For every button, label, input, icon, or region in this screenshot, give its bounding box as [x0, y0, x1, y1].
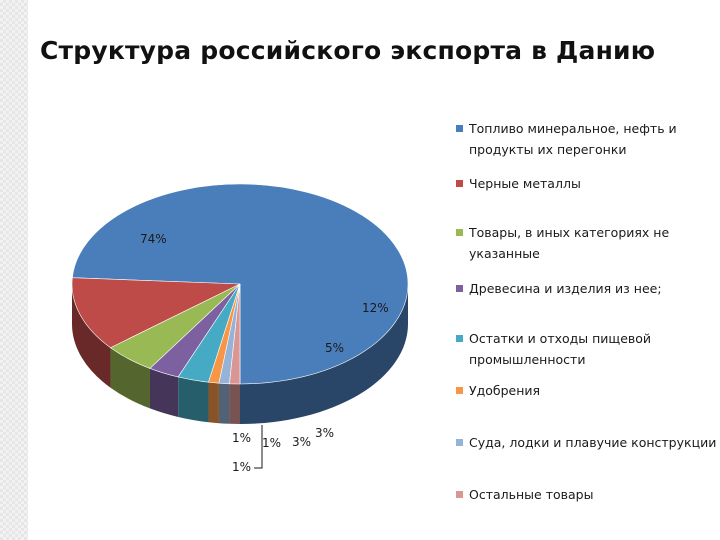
legend-item: Остальные товары: [456, 484, 718, 505]
pie-top-faces: [71, 183, 409, 385]
legend-label: Товары, в иных категориях не указанные: [469, 225, 670, 261]
pie-label-8: 1%: [232, 460, 251, 474]
legend-item: Остатки и отходы пищевой промышленности: [456, 328, 718, 370]
pie-label-7: 1%: [232, 431, 251, 445]
pie-side-7: [218, 383, 230, 424]
pie-side-5: [178, 376, 209, 423]
pie-label-4: 3%: [315, 426, 334, 440]
legend-swatch: [456, 387, 463, 394]
legend-swatch: [456, 180, 463, 187]
legend-swatch: [456, 335, 463, 342]
pie-label-6: 1%: [262, 436, 281, 450]
pie-label-5: 3%: [292, 435, 311, 449]
decorative-stripe: [0, 0, 28, 540]
pie-side-2: [72, 284, 111, 388]
pie-slice-2: [71, 277, 241, 349]
legend-item: Товары, в иных категориях не указанные: [456, 222, 718, 264]
legend-label: Удобрения: [469, 383, 541, 398]
legend-item: Удобрения: [456, 380, 718, 401]
pie-leader-lines: [254, 425, 263, 469]
pie-slice-8: [229, 283, 241, 385]
legend-swatch: [456, 229, 463, 236]
legend-label: Суда, лодки и плавучие конструкции: [469, 435, 717, 450]
legend-item: Топливо минеральное, нефть и продукты их…: [456, 118, 718, 160]
legend-label: Остальные товары: [469, 487, 594, 502]
legend-swatch: [456, 439, 463, 446]
pie-side-6: [208, 382, 219, 424]
legend-swatch: [456, 491, 463, 498]
pie-side-8: [229, 383, 240, 424]
legend-item: Суда, лодки и плавучие конструкции: [456, 432, 718, 453]
legend-label: Древесина и изделия из нее;: [469, 281, 662, 296]
legend-swatch: [456, 285, 463, 292]
pie-side-walls: [72, 284, 408, 424]
leader-line-suda: [254, 425, 263, 469]
legend-label: Черные металлы: [469, 176, 581, 191]
legend-item: Древесина и изделия из нее;: [456, 278, 718, 299]
pie-side-1: [240, 284, 408, 424]
legend-label: Остатки и отходы пищевой промышленности: [469, 331, 652, 367]
legend-item: Черные металлы: [456, 173, 718, 194]
pie-label-3: 5%: [325, 341, 344, 355]
pie-side-3: [110, 347, 150, 409]
slide-title: Структура российского экспорта в Данию: [40, 36, 656, 65]
pie-side-4: [149, 368, 179, 417]
pie-label-2: 12%: [362, 301, 389, 315]
legend-swatch: [456, 125, 463, 132]
pie-data-labels: 74% 12% 5% 3% 3% 1% 1% 1%: [140, 232, 389, 474]
legend-label: Топливо минеральное, нефть и продукты их…: [469, 121, 677, 157]
pie-label-1: 74%: [140, 232, 167, 246]
